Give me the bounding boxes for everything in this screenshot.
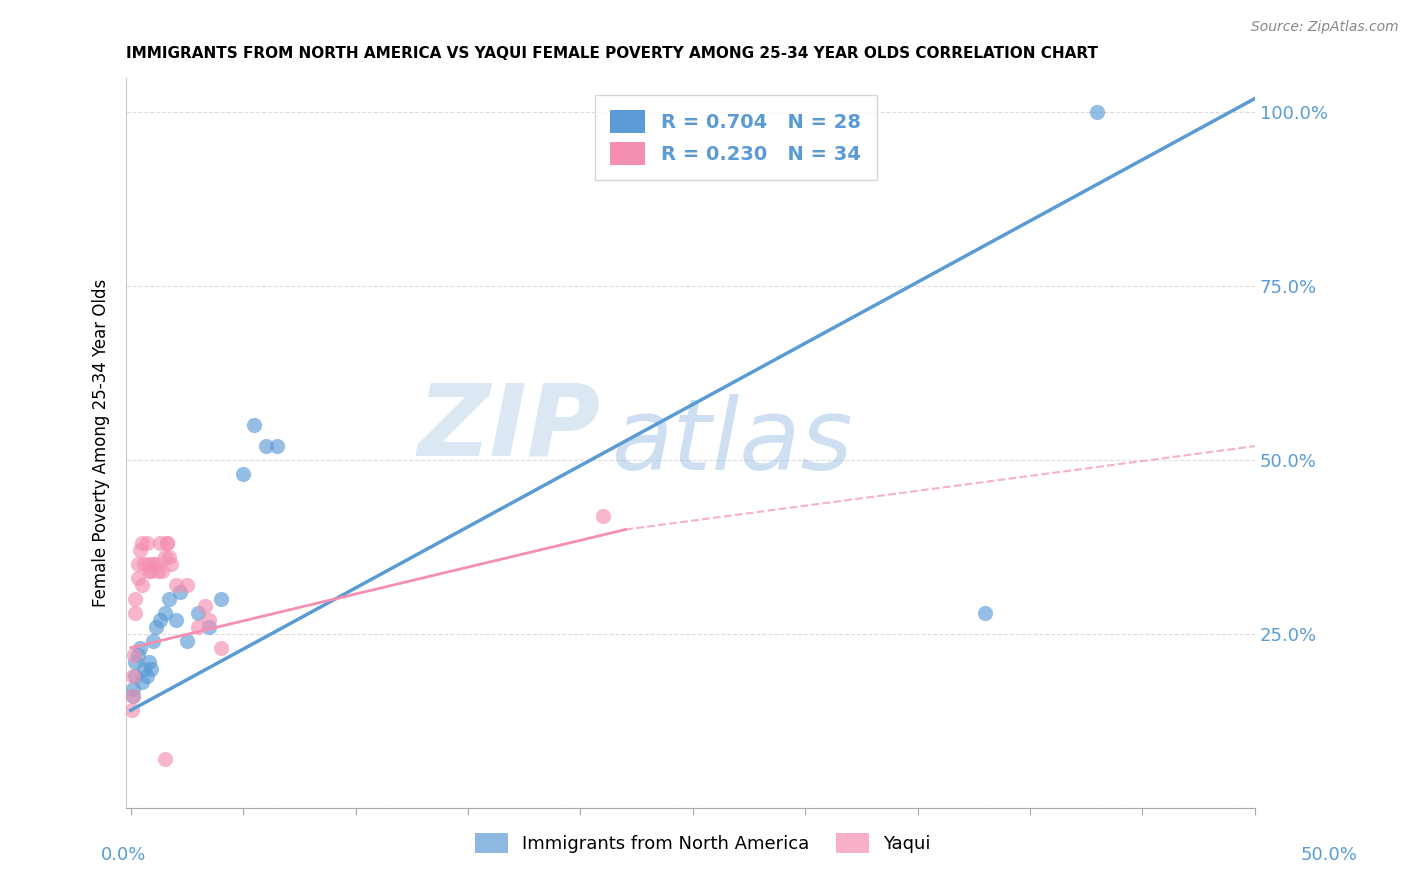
Point bbox=[127, 571, 149, 585]
Point bbox=[198, 613, 221, 627]
Point bbox=[138, 564, 160, 578]
Point bbox=[153, 550, 176, 565]
Point bbox=[974, 606, 997, 620]
Point bbox=[131, 675, 153, 690]
Point bbox=[135, 668, 157, 682]
Point bbox=[135, 536, 157, 550]
Y-axis label: Female Poverty Among 25-34 Year Olds: Female Poverty Among 25-34 Year Olds bbox=[93, 278, 110, 607]
Point bbox=[153, 606, 176, 620]
Point bbox=[194, 599, 217, 613]
Point bbox=[127, 648, 149, 662]
Text: Source: ZipAtlas.com: Source: ZipAtlas.com bbox=[1251, 20, 1399, 34]
Point bbox=[243, 418, 266, 433]
Text: 0.0%: 0.0% bbox=[101, 846, 146, 863]
Point bbox=[209, 592, 232, 607]
Point bbox=[266, 439, 288, 453]
Point bbox=[165, 613, 187, 627]
Point bbox=[156, 536, 179, 550]
Text: atlas: atlas bbox=[612, 394, 853, 491]
Point bbox=[150, 564, 173, 578]
Point bbox=[142, 633, 165, 648]
Point bbox=[121, 703, 143, 717]
Point bbox=[138, 655, 160, 669]
Point bbox=[124, 668, 146, 682]
Point bbox=[134, 558, 156, 572]
Point bbox=[124, 606, 146, 620]
Point bbox=[157, 550, 180, 565]
Point bbox=[139, 564, 162, 578]
Point bbox=[128, 543, 150, 558]
Point bbox=[122, 690, 145, 704]
Point bbox=[153, 752, 176, 766]
Text: ZIP: ZIP bbox=[418, 379, 600, 476]
Point bbox=[165, 578, 187, 592]
Text: 50.0%: 50.0% bbox=[1301, 846, 1357, 863]
Point bbox=[122, 690, 145, 704]
Point bbox=[128, 640, 150, 655]
Point bbox=[187, 606, 209, 620]
Point bbox=[160, 558, 183, 572]
Point bbox=[124, 592, 146, 607]
Point bbox=[146, 564, 169, 578]
Point bbox=[122, 668, 145, 682]
Point bbox=[198, 620, 221, 634]
Point bbox=[127, 558, 149, 572]
Point bbox=[157, 592, 180, 607]
Point bbox=[139, 662, 162, 676]
Point bbox=[1087, 105, 1109, 120]
Legend: Immigrants from North America, Yaqui: Immigrants from North America, Yaqui bbox=[468, 825, 938, 861]
Point bbox=[138, 558, 160, 572]
Point bbox=[209, 640, 232, 655]
Text: IMMIGRANTS FROM NORTH AMERICA VS YAQUI FEMALE POVERTY AMONG 25-34 YEAR OLDS CORR: IMMIGRANTS FROM NORTH AMERICA VS YAQUI F… bbox=[127, 46, 1098, 62]
Point bbox=[176, 633, 198, 648]
Point bbox=[145, 558, 167, 572]
Legend: R = 0.704   N = 28, R = 0.230   N = 34: R = 0.704 N = 28, R = 0.230 N = 34 bbox=[595, 95, 876, 180]
Point bbox=[122, 648, 145, 662]
Point bbox=[134, 662, 156, 676]
Point bbox=[131, 578, 153, 592]
Point bbox=[124, 655, 146, 669]
Point bbox=[131, 536, 153, 550]
Point bbox=[149, 536, 172, 550]
Point bbox=[145, 620, 167, 634]
Point bbox=[142, 558, 165, 572]
Point bbox=[156, 536, 179, 550]
Point bbox=[232, 467, 254, 481]
Point bbox=[187, 620, 209, 634]
Point bbox=[149, 613, 172, 627]
Point bbox=[254, 439, 277, 453]
Point bbox=[592, 508, 614, 523]
Point bbox=[169, 585, 191, 599]
Point bbox=[176, 578, 198, 592]
Point bbox=[122, 682, 145, 697]
